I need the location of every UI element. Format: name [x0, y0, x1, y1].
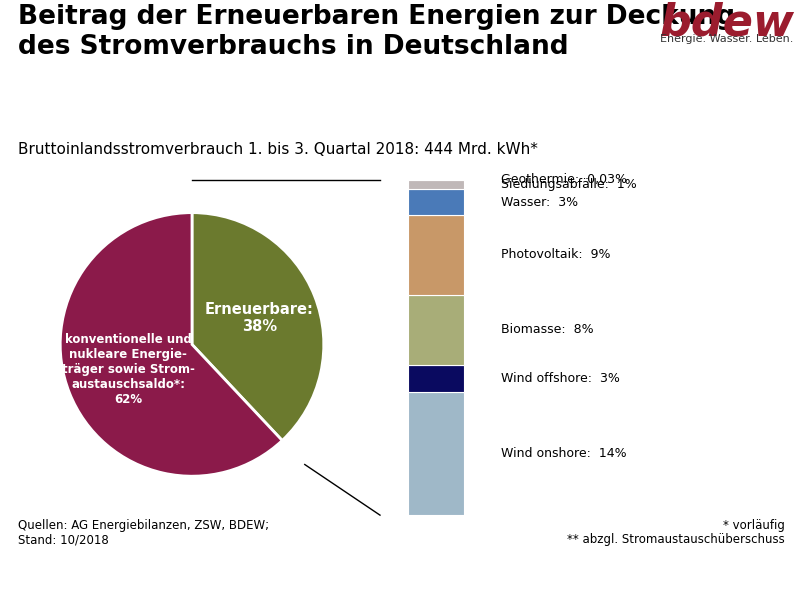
Bar: [408, 295, 464, 365]
Text: Stromwirtschaft 1. bis 3. Quartal 2018: Stromwirtschaft 1. bis 3. Quartal 2018: [300, 569, 500, 579]
Text: des Stromverbrauchs in Deutschland: des Stromverbrauchs in Deutschland: [18, 34, 569, 60]
Text: Energie. Wasser. Leben.: Energie. Wasser. Leben.: [660, 34, 794, 44]
Text: Quellen: AG Energiebilanzen, ZSW, BDEW;: Quellen: AG Energiebilanzen, ZSW, BDEW;: [18, 519, 269, 532]
Bar: [408, 365, 464, 392]
Bar: [408, 180, 464, 189]
Text: Beitrag der Erneuerbaren Energien zur Deckung: Beitrag der Erneuerbaren Energien zur De…: [18, 4, 735, 30]
Wedge shape: [60, 213, 282, 476]
Text: Siedlungsabfälle:  1%: Siedlungsabfälle: 1%: [501, 178, 637, 191]
Text: BDEW Bundesverband  der
Energie- und Wasserwirtschaft e.V.: BDEW Bundesverband der Energie- und Wass…: [18, 569, 200, 593]
Text: Wind offshore:  3%: Wind offshore: 3%: [501, 372, 620, 385]
Text: Erneuerbare:
38%: Erneuerbare: 38%: [205, 301, 314, 334]
Text: Biomasse:  8%: Biomasse: 8%: [501, 323, 594, 337]
Text: bdew: bdew: [660, 2, 795, 45]
Bar: [408, 392, 464, 515]
Text: ** abzgl. Stromaustauschüberschuss: ** abzgl. Stromaustauschüberschuss: [567, 533, 785, 546]
Wedge shape: [192, 213, 324, 440]
Text: Geothermie:  0,03%: Geothermie: 0,03%: [501, 173, 627, 186]
Bar: [408, 189, 464, 215]
Text: Stand: 10/2018: Stand: 10/2018: [18, 533, 109, 546]
Text: Bruttoinlandsstromverbrauch 1. bis 3. Quartal 2018: 444 Mrd. kWh*: Bruttoinlandsstromverbrauch 1. bis 3. Qu…: [18, 142, 538, 157]
Text: konventionelle und
nukleare Energie-
träger sowie Strom-
austauschsaldo*:
62%: konventionelle und nukleare Energie- trä…: [62, 333, 194, 406]
Text: Wind onshore:  14%: Wind onshore: 14%: [501, 447, 626, 460]
Text: * vorläufig: * vorläufig: [723, 519, 785, 532]
Text: Photovoltaik:  9%: Photovoltaik: 9%: [501, 249, 610, 261]
Bar: [408, 215, 464, 295]
Text: Wasser:  3%: Wasser: 3%: [501, 195, 578, 208]
